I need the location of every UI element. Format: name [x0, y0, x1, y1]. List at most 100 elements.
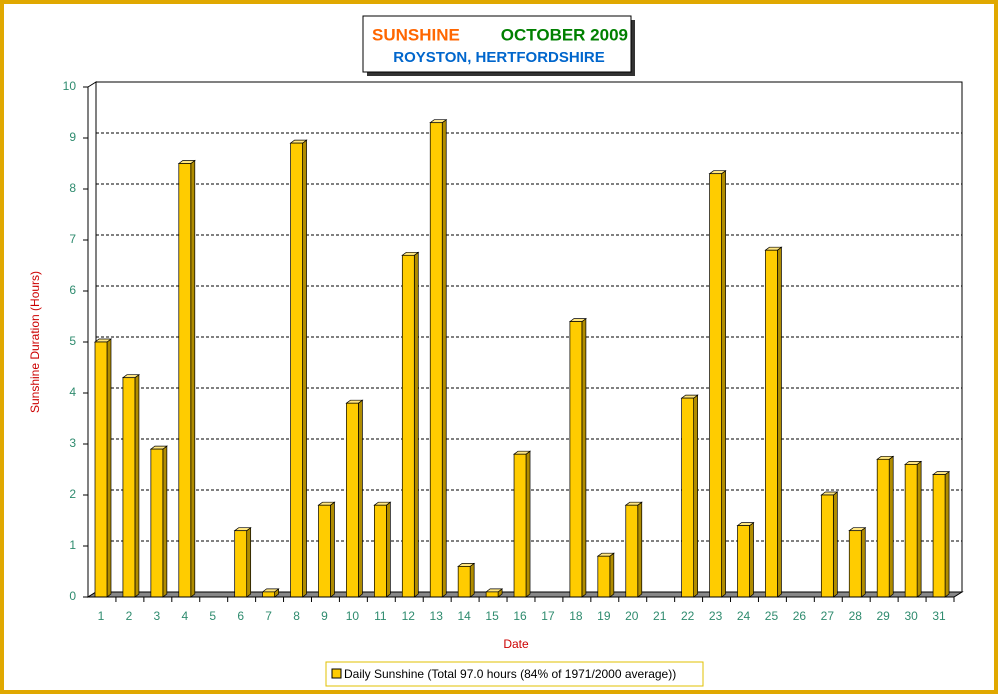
title-box: [362, 15, 632, 73]
bar: [122, 377, 136, 598]
x-tick-label: 31: [932, 609, 946, 623]
x-tick-label: 17: [541, 609, 555, 623]
x-tick-label: 15: [485, 609, 499, 623]
x-axis-label: Date: [503, 637, 529, 651]
y-tick-label: 10: [63, 79, 77, 93]
legend-swatch: [331, 668, 342, 679]
bar-side: [358, 399, 363, 598]
x-tick-label: 6: [237, 609, 244, 623]
bar: [513, 453, 527, 598]
bar-side: [888, 455, 894, 598]
bar: [569, 321, 583, 598]
chart-period: OCTOBER 2009: [501, 25, 628, 44]
bar: [485, 591, 499, 598]
bar-side: [721, 169, 726, 598]
bar-side: [777, 246, 782, 598]
x-tick-label: 28: [849, 609, 863, 623]
y-tick-label: 3: [69, 436, 76, 450]
x-tick-label: 8: [293, 609, 300, 623]
y-tick-label: 4: [69, 385, 76, 399]
bar-side: [190, 159, 196, 598]
y-tick-label: 8: [69, 181, 76, 195]
bar-side: [581, 317, 587, 598]
bar-side: [916, 460, 922, 598]
bar-side: [162, 445, 168, 598]
x-tick-label: 19: [597, 609, 611, 623]
x-tick-label: 22: [681, 609, 695, 623]
x-tick-label: 25: [765, 609, 779, 623]
bar-side: [469, 562, 475, 598]
x-tick-label: 13: [430, 609, 444, 623]
bar-side: [832, 491, 838, 598]
bar-side: [386, 501, 391, 598]
y-tick-label: 7: [69, 232, 76, 246]
bar-side: [441, 118, 447, 598]
bar: [234, 530, 248, 598]
bar-side: [860, 527, 866, 598]
bar: [709, 173, 722, 598]
bar: [374, 504, 387, 598]
bar: [401, 254, 415, 598]
x-tick-label: 4: [181, 609, 188, 623]
y-axis-label: Sunshine Duration (Hours): [28, 271, 42, 413]
chart-subtitle: ROYSTON, HERTFORDSHIRE: [393, 49, 604, 66]
bar: [150, 448, 164, 598]
y-tick-label: 1: [69, 538, 76, 552]
bar: [737, 525, 750, 598]
bar: [848, 530, 862, 598]
x-tick-label: 10: [346, 609, 360, 623]
bar-side: [693, 394, 698, 598]
x-tick-label: 29: [877, 609, 891, 623]
bar-side: [525, 450, 531, 598]
x-tick-label: 12: [402, 609, 416, 623]
bar: [346, 402, 359, 598]
x-tick-label: 1: [98, 609, 105, 623]
y-tick-label: 0: [69, 589, 76, 603]
x-tick-label: 16: [513, 609, 527, 623]
y-tick-label: 2: [69, 487, 76, 501]
bar: [932, 474, 946, 598]
legend: [325, 661, 704, 687]
x-tick-label: 21: [653, 609, 667, 623]
x-tick-label: 24: [737, 609, 751, 623]
bar: [904, 464, 918, 598]
bar-side: [134, 374, 140, 598]
bar: [457, 566, 471, 598]
y-tick-label: 6: [69, 283, 76, 297]
bar: [876, 458, 890, 598]
x-tick-label: 18: [569, 609, 583, 623]
bar-side: [106, 338, 112, 598]
bar: [429, 122, 443, 598]
bar-side: [330, 501, 335, 598]
bar-side: [609, 552, 615, 598]
x-tick-label: 2: [126, 609, 133, 623]
bar-side: [302, 139, 307, 598]
x-tick-label: 20: [625, 609, 639, 623]
x-tick-label: 11: [374, 609, 387, 623]
bar-side: [246, 527, 252, 598]
x-tick-label: 5: [209, 609, 216, 623]
x-tick-label: 23: [709, 609, 723, 623]
x-tick-label: 26: [793, 609, 807, 623]
bar-side: [749, 521, 754, 598]
bar: [765, 249, 778, 598]
chart-title: SUNSHINE: [372, 25, 460, 44]
x-tick-label: 9: [321, 609, 328, 623]
y-tick-label: 5: [69, 334, 76, 348]
x-tick-label: 27: [821, 609, 835, 623]
bar: [262, 591, 275, 598]
x-tick-label: 30: [904, 609, 918, 623]
x-tick-label: 14: [457, 609, 471, 623]
x-tick-label: 3: [154, 609, 161, 623]
bar: [820, 494, 834, 598]
bar: [318, 504, 331, 598]
bar: [597, 555, 611, 598]
bar-side: [944, 470, 950, 598]
bar: [94, 341, 108, 598]
y-tick-label: 9: [69, 130, 76, 144]
bar-side: [637, 501, 643, 598]
bar: [290, 142, 303, 598]
bar: [625, 504, 639, 598]
bar: [178, 163, 192, 598]
